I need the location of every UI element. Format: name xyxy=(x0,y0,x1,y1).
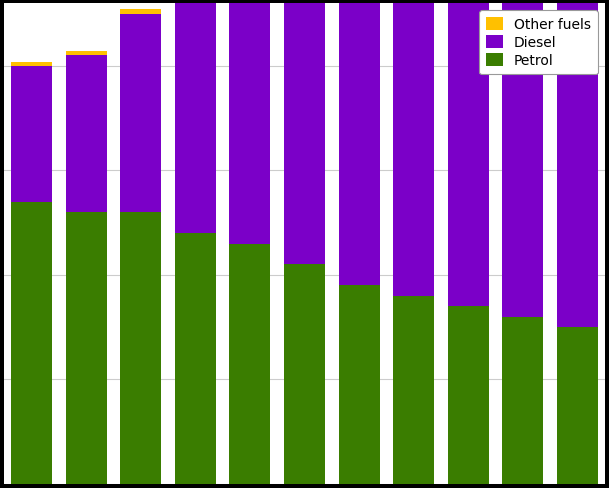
Bar xyxy=(66,213,107,484)
Bar xyxy=(175,0,216,4)
Bar xyxy=(502,317,543,484)
Bar xyxy=(557,0,598,327)
Bar xyxy=(66,56,107,213)
Bar xyxy=(11,67,52,203)
Bar xyxy=(557,327,598,484)
Bar xyxy=(175,4,216,234)
Bar xyxy=(448,4,489,306)
Bar xyxy=(393,0,434,4)
Bar xyxy=(448,0,489,4)
Bar xyxy=(393,4,434,296)
Bar xyxy=(230,4,270,244)
Bar xyxy=(230,244,270,484)
Bar xyxy=(284,265,325,484)
Bar xyxy=(230,0,270,4)
Bar xyxy=(120,213,161,484)
Bar xyxy=(339,4,379,285)
Bar xyxy=(120,10,161,15)
Legend: Other fuels, Diesel, Petrol: Other fuels, Diesel, Petrol xyxy=(479,11,598,75)
Bar xyxy=(11,203,52,484)
Bar xyxy=(502,0,543,317)
Bar xyxy=(11,62,52,67)
Bar xyxy=(284,0,325,4)
Bar xyxy=(339,285,379,484)
Bar xyxy=(120,15,161,213)
Bar xyxy=(393,296,434,484)
Bar xyxy=(284,4,325,265)
Bar xyxy=(66,52,107,56)
Bar xyxy=(448,306,489,484)
Bar xyxy=(339,0,379,4)
Bar xyxy=(175,234,216,484)
